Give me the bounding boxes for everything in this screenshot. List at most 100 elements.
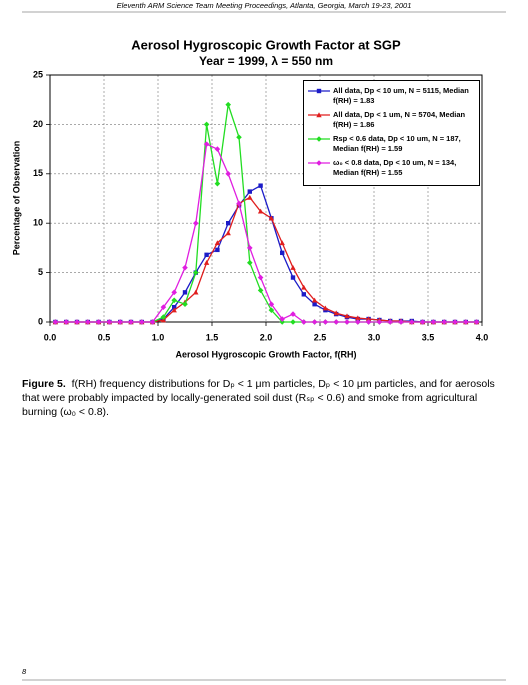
marker [280, 250, 285, 256]
y-tick-label: 15 [33, 168, 43, 178]
marker [441, 319, 447, 325]
marker [452, 319, 458, 325]
marker [139, 319, 145, 325]
marker [316, 88, 322, 94]
marker [268, 215, 275, 221]
marker [106, 319, 113, 325]
marker [182, 290, 188, 295]
marker [128, 319, 134, 325]
marker [279, 240, 285, 246]
x-tick-label: 2.0 [260, 332, 273, 342]
x-tick-label: 3.0 [368, 332, 381, 342]
x-tick-label: 0.0 [44, 332, 57, 342]
marker [376, 319, 383, 325]
marker [311, 297, 318, 303]
legend-entry: All data, Dp < 1 um, N = 5704, Median f(… [307, 110, 477, 130]
marker [214, 146, 221, 152]
marker [290, 264, 296, 270]
marker [225, 101, 231, 108]
marker [257, 287, 264, 294]
marker [398, 319, 404, 325]
marker [182, 264, 188, 271]
marker [322, 319, 329, 325]
marker [247, 259, 253, 266]
x-axis-label: Aerosol Hygroscopic Growth Factor, f(RH) [175, 349, 356, 359]
marker [203, 260, 210, 265]
marker [160, 304, 167, 310]
marker [430, 319, 437, 325]
marker [236, 134, 242, 141]
marker [63, 319, 69, 325]
y-tick-label: 25 [33, 69, 43, 79]
marker [365, 316, 372, 322]
marker [344, 313, 350, 319]
y-tick-label: 10 [33, 218, 43, 228]
x-tick-label: 0.5 [98, 332, 111, 342]
marker [193, 220, 199, 226]
marker [171, 289, 177, 296]
marker [193, 269, 199, 276]
marker [463, 319, 469, 325]
legend-label: Rsp < 0.6 data, Dp < 10 um, N = 187, Med… [333, 134, 461, 153]
marker [258, 183, 263, 188]
marker [355, 315, 361, 321]
legend-entry: All data, Dp < 10 um, N = 5115, Median f… [307, 86, 477, 106]
marker [316, 160, 322, 166]
legend-swatch [308, 136, 330, 142]
marker [215, 247, 220, 253]
marker [279, 316, 285, 322]
legend-label: All data, Dp < 10 um, N = 5115, Median f… [333, 86, 469, 105]
marker [225, 171, 231, 177]
x-tick-label: 2.5 [314, 332, 327, 342]
legend-label: ω₀ < 0.8 data, Dp < 10 um, N = 134, Medi… [333, 158, 457, 177]
legend-swatch [308, 160, 330, 166]
marker [204, 252, 209, 258]
marker [311, 319, 318, 325]
page-number: 8 [22, 667, 27, 676]
running-header: Eleventh ARM Science Team Meeting Procee… [116, 1, 412, 10]
chart-title: Aerosol Hygroscopic Growth Factor at SGP [131, 37, 401, 52]
marker [419, 319, 426, 325]
marker [171, 297, 177, 304]
y-tick-label: 5 [38, 267, 43, 277]
marker [301, 292, 306, 297]
y-axis-label: Percentage of Observation [11, 141, 21, 256]
marker [301, 284, 307, 290]
marker [226, 221, 231, 226]
marker [236, 200, 242, 207]
marker [333, 310, 339, 316]
marker [171, 307, 177, 313]
legend-swatch [308, 112, 330, 118]
x-tick-label: 3.5 [422, 332, 435, 342]
marker [160, 314, 167, 320]
marker [473, 319, 480, 325]
marker [257, 208, 264, 214]
x-tick-label: 1.0 [152, 332, 165, 342]
y-tick-label: 20 [33, 119, 43, 129]
y-tick-label: 0 [38, 316, 43, 326]
marker [203, 141, 210, 147]
marker [247, 245, 253, 251]
marker [301, 319, 307, 325]
marker [247, 194, 253, 200]
marker [225, 230, 231, 236]
marker [74, 319, 80, 325]
x-tick-label: 4.0 [476, 332, 489, 342]
marker [257, 274, 264, 281]
marker [290, 319, 296, 325]
marker [387, 319, 393, 325]
marker [172, 304, 177, 310]
marker [312, 302, 317, 307]
marker [52, 319, 59, 325]
marker [316, 112, 322, 118]
marker [409, 319, 415, 325]
marker [193, 289, 199, 295]
marker [117, 319, 123, 325]
marker [344, 319, 350, 325]
marker [355, 319, 361, 325]
marker [214, 180, 221, 187]
marker [214, 240, 221, 246]
marker [290, 311, 296, 317]
